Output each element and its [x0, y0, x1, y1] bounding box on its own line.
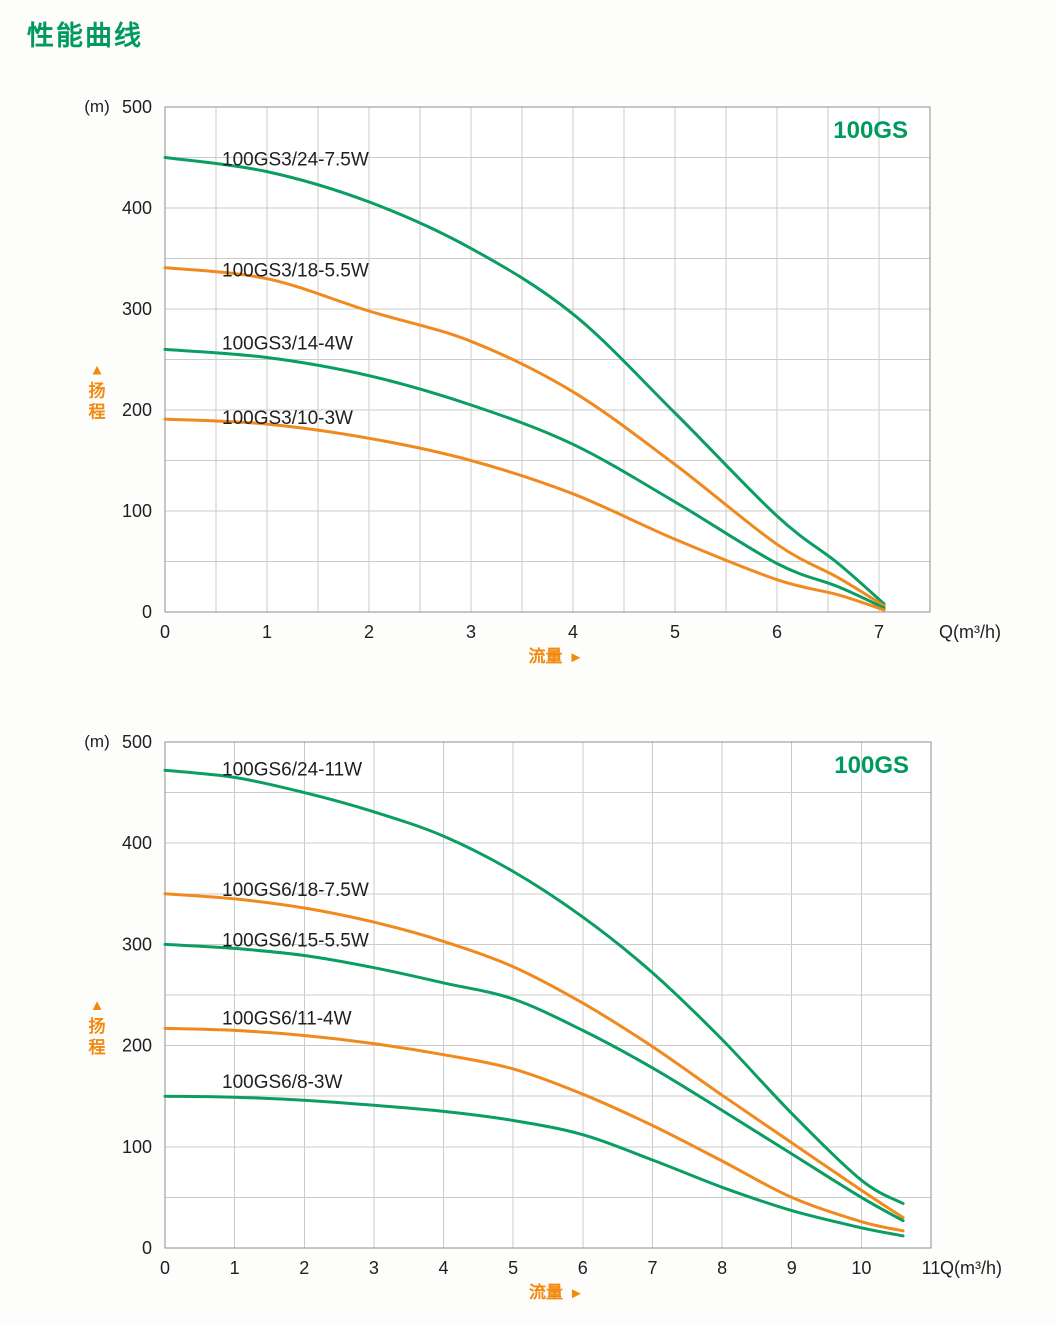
- series-label-100gs3-18-5-5w: 100GS3/18-5.5W: [222, 261, 369, 282]
- y-tick-label: 200: [122, 400, 152, 420]
- curve-100gs3-18-5-5w: [163, 266, 886, 608]
- x-tick-label: 8: [717, 1258, 727, 1278]
- curve-100gs3-24-7-5w: [163, 156, 886, 606]
- flow-axis-label: 流量: [529, 1282, 563, 1302]
- curve-100gs6-18-7-5w: [163, 892, 905, 1220]
- curve-100gs6-11-4w: [163, 1026, 905, 1233]
- y-tick-label: 100: [122, 1137, 152, 1157]
- chart-series-title: 100GS: [834, 752, 909, 779]
- y-unit-label: (m): [84, 97, 109, 116]
- x-tick-label: 3: [466, 622, 476, 642]
- curve-100gs3-10-3w: [163, 417, 886, 612]
- x-tick-label: 9: [787, 1258, 797, 1278]
- series-label-100gs6-11-4w: 100GS6/11-4W: [222, 1008, 352, 1029]
- x-tick-label: 7: [874, 622, 884, 642]
- y-unit-label: (m): [84, 732, 109, 751]
- series-label-100gs6-15-5-5w: 100GS6/15-5.5W: [222, 930, 369, 951]
- curve-100gs6-24-11w: [163, 768, 905, 1205]
- x-tick-label: 11: [922, 1258, 941, 1278]
- x-tick-label: 7: [647, 1258, 657, 1278]
- y-tick-label: 300: [122, 934, 152, 954]
- flow-arrow-icon: ►: [569, 649, 584, 666]
- series-label-100gs6-8-3w: 100GS6/8-3W: [222, 1072, 342, 1093]
- y-tick-label: 0: [142, 1238, 152, 1258]
- y-tick-label: 500: [122, 97, 152, 117]
- head-axis-label: 扬程: [89, 1016, 106, 1057]
- flow-arrow-icon: ►: [569, 1285, 584, 1302]
- x-tick-label: 0: [160, 622, 170, 642]
- x-tick-label: 4: [568, 622, 578, 642]
- series-label-100gs6-18-7-5w: 100GS6/18-7.5W: [222, 880, 369, 901]
- x-tick-label: 1: [230, 1258, 240, 1278]
- plot-border: [164, 106, 931, 613]
- x-tick-label: 4: [439, 1258, 449, 1278]
- x-unit-label: Q(m³/h): [940, 1258, 1002, 1278]
- y-tick-label: 200: [122, 1036, 152, 1056]
- y-tick-label: 300: [122, 299, 152, 319]
- chart-series-title: 100GS: [833, 117, 908, 144]
- x-tick-label: 2: [364, 622, 374, 642]
- head-axis-label: 扬程: [89, 381, 106, 422]
- y-tick-label: 0: [142, 602, 152, 622]
- x-tick-label: 5: [508, 1258, 518, 1278]
- page-title: 性能曲线: [27, 21, 143, 51]
- series-label-100gs3-14-4w: 100GS3/14-4W: [222, 333, 353, 354]
- plot-border: [164, 741, 932, 1249]
- curve-100gs6-15-5-5w: [163, 942, 905, 1223]
- x-tick-label: 6: [772, 622, 782, 642]
- chart-2: 100GS6/24-11W 100GS6/18-7.5W 100GS6/15-5.5…: [84, 732, 1002, 1302]
- x-tick-label: 3: [369, 1258, 379, 1278]
- y-tick-label: 400: [122, 198, 152, 218]
- chart-1: 100GS3/24-7.5W 100GS3/18-5.5W 100GS3/14-4W…: [84, 97, 1001, 666]
- curve-100gs3-14-4w: [163, 347, 886, 610]
- x-tick-label: 5: [670, 622, 680, 642]
- x-tick-label: 0: [160, 1258, 170, 1278]
- head-arrow-icon: ▲: [90, 362, 105, 379]
- series-label-100gs3-24-7-5w: 100GS3/24-7.5W: [222, 150, 369, 171]
- series-label-100gs3-10-3w: 100GS3/10-3W: [222, 408, 353, 429]
- curve-100gs6-8-3w: [163, 1094, 905, 1238]
- y-tick-label: 100: [122, 501, 152, 521]
- head-arrow-icon: ▲: [90, 997, 105, 1014]
- x-unit-label: Q(m³/h): [939, 622, 1001, 642]
- x-tick-label: 6: [578, 1258, 588, 1278]
- series-label-100gs6-24-11w: 100GS6/24-11W: [222, 759, 362, 780]
- x-tick-label: 2: [299, 1258, 309, 1278]
- y-tick-label: 500: [122, 732, 152, 752]
- flow-axis-label: 流量: [529, 646, 563, 666]
- x-tick-label: 10: [851, 1258, 871, 1278]
- x-tick-label: 1: [262, 622, 272, 642]
- y-tick-label: 400: [122, 833, 152, 853]
